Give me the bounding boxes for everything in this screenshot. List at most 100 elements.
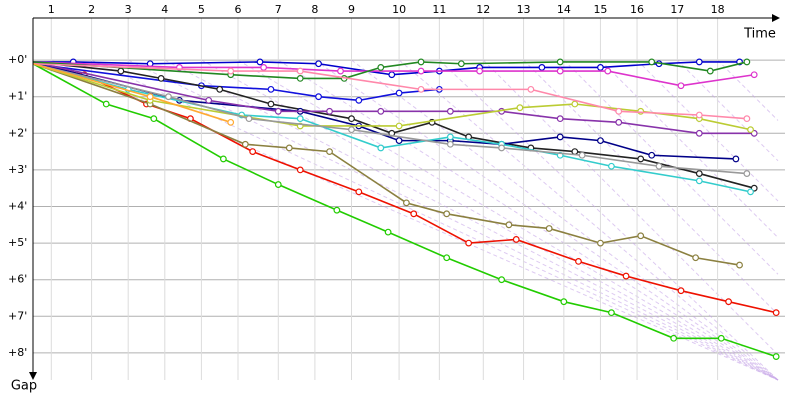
x-tick-label: 6 <box>235 3 242 16</box>
data-point <box>355 96 363 104</box>
data-point <box>578 151 586 159</box>
data-point <box>637 107 645 115</box>
lap-guide <box>563 59 779 275</box>
series-line <box>32 62 747 120</box>
y-tick-label: +8' <box>8 346 27 359</box>
data-point <box>648 58 656 66</box>
data-point <box>538 64 546 71</box>
data-point <box>695 111 703 119</box>
data-point <box>227 67 235 75</box>
data-point <box>571 100 579 108</box>
data-point <box>637 155 645 163</box>
data-point <box>355 188 363 196</box>
x-tick-label: 9 <box>348 3 355 16</box>
x-tick-label: 2 <box>88 3 95 16</box>
x-tick-label: 3 <box>125 3 132 16</box>
data-point <box>575 258 582 265</box>
data-point <box>556 67 564 75</box>
lap-guide <box>439 59 779 381</box>
data-point <box>604 67 612 75</box>
data-point <box>695 170 703 177</box>
data-point <box>216 85 224 93</box>
data-point <box>527 85 535 93</box>
y-tick-label: +6' <box>8 273 27 286</box>
data-point <box>772 353 780 360</box>
data-point <box>227 118 235 126</box>
data-point <box>296 166 304 174</box>
data-point <box>615 118 623 126</box>
data-point <box>597 64 604 71</box>
data-point <box>622 272 630 280</box>
data-point <box>743 115 751 123</box>
data-point <box>732 155 740 163</box>
lap-guide <box>676 59 779 162</box>
data-point <box>395 137 403 145</box>
data-point <box>150 115 158 123</box>
data-point <box>476 67 484 75</box>
data-point <box>670 334 678 342</box>
data-point <box>677 82 685 90</box>
lap-guide <box>91 59 779 381</box>
data-point <box>655 162 663 170</box>
data-point <box>377 64 385 71</box>
data-point <box>750 71 758 79</box>
data-point <box>377 144 385 152</box>
x-tick-label: 14 <box>557 3 571 16</box>
x-tick-label: 18 <box>711 3 725 16</box>
data-point <box>556 115 564 123</box>
x-tick-label: 1 <box>48 3 55 16</box>
lap-guide <box>278 59 779 381</box>
data-point <box>498 144 505 152</box>
data-point <box>326 107 333 115</box>
x-axis-title: Time <box>743 27 776 42</box>
y-tick-label: +7' <box>8 309 27 322</box>
data-point <box>695 129 703 137</box>
data-point <box>545 225 553 232</box>
series-line <box>32 63 777 358</box>
data-point <box>695 58 703 66</box>
data-point <box>157 74 165 82</box>
x-tick-label: 7 <box>275 3 282 16</box>
data-point <box>747 188 754 196</box>
lap-guide <box>127 59 779 381</box>
data-point <box>245 115 253 123</box>
data-point <box>410 210 418 218</box>
data-point <box>677 287 685 295</box>
data-point <box>556 133 564 141</box>
data-point <box>377 107 385 115</box>
data-point <box>256 58 264 66</box>
data-point <box>725 298 732 306</box>
data-point <box>717 334 725 342</box>
data-point <box>417 85 425 93</box>
lap-guide <box>636 59 779 202</box>
data-point <box>403 199 410 207</box>
data-point <box>556 58 564 66</box>
data-point <box>315 93 322 101</box>
data-point <box>296 67 304 75</box>
data-point <box>505 221 513 229</box>
data-point <box>117 67 125 75</box>
data-point <box>706 67 714 75</box>
data-point <box>267 85 275 93</box>
y-axis-title: Gap <box>11 379 37 394</box>
x-tick-label: 15 <box>593 3 607 16</box>
data-point <box>241 140 249 148</box>
x-tick-label: 10 <box>392 3 406 16</box>
data-point <box>516 104 524 112</box>
data-point <box>337 67 344 75</box>
data-point <box>695 177 703 185</box>
y-tick-label: +1' <box>8 90 27 103</box>
data-point <box>417 67 425 75</box>
data-point <box>443 210 451 218</box>
data-point <box>274 181 282 188</box>
y-tick-label: +3' <box>8 163 27 176</box>
data-point <box>219 155 227 163</box>
x-tick-label: 13 <box>517 3 531 16</box>
data-point <box>743 170 751 177</box>
data-point <box>747 126 754 134</box>
data-point <box>315 60 322 68</box>
data-point <box>446 133 454 141</box>
x-tick-label: 4 <box>161 3 168 16</box>
data-point <box>395 122 403 130</box>
data-point <box>498 276 505 284</box>
